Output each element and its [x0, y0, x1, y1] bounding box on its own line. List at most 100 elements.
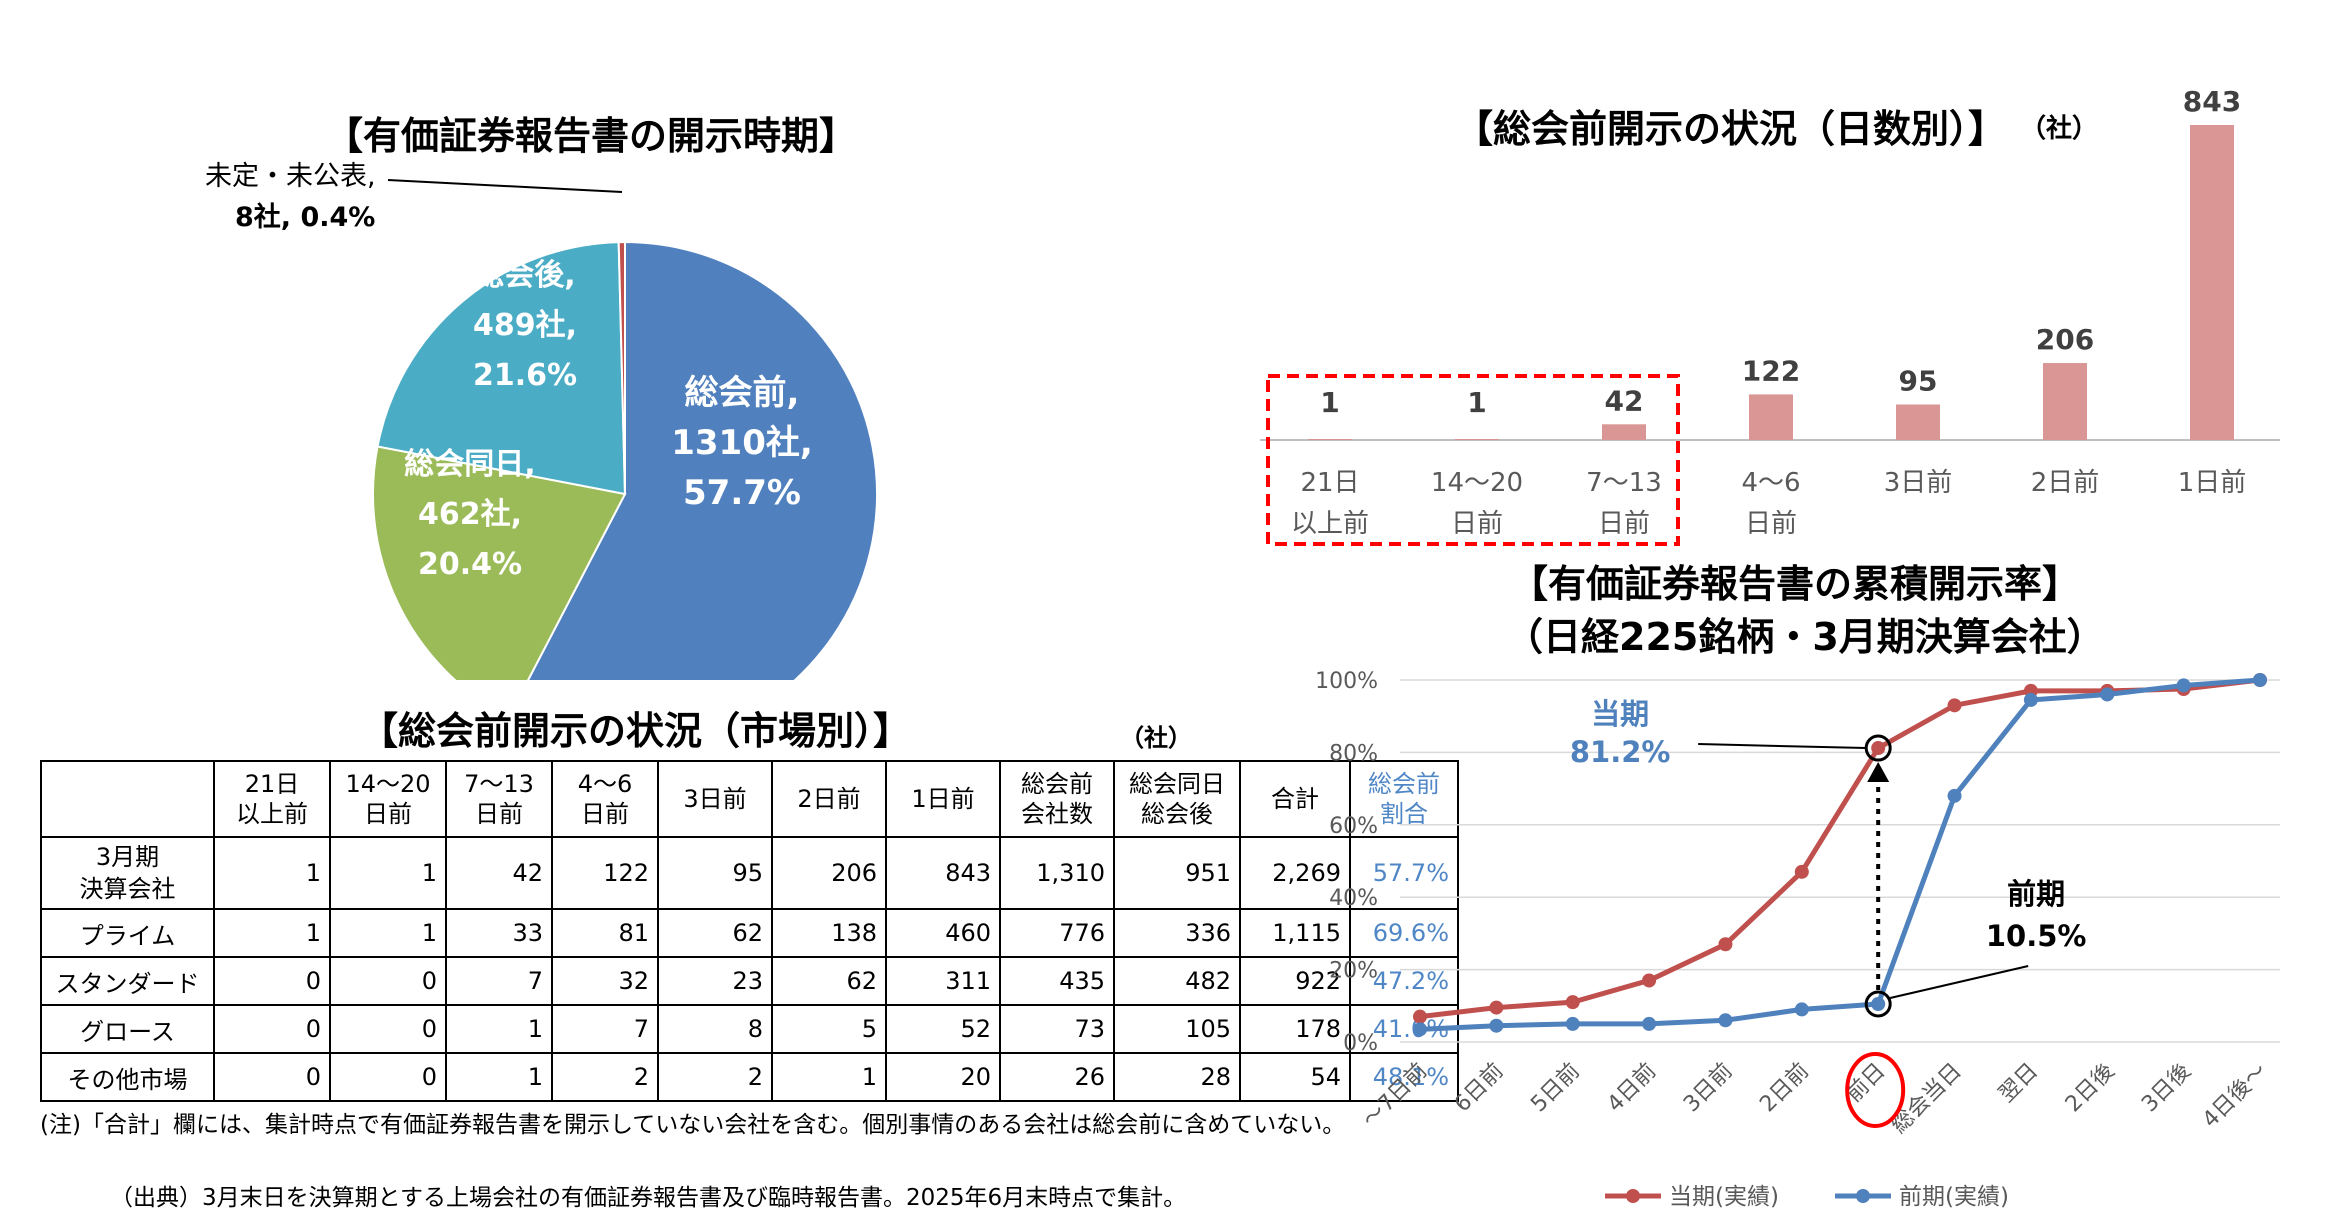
pie-label-text: 20.4%	[418, 547, 522, 582]
callout-previous-label: 前期	[2007, 877, 2065, 911]
table-cell: 776	[999, 908, 1115, 958]
table-cell: 0	[213, 1004, 331, 1054]
table-header-cell: 4〜6 日前	[551, 760, 659, 838]
table-cell: 311	[885, 956, 1001, 1006]
pie-label-undecided: 未定・未公表,	[205, 161, 376, 192]
bar-category-label: 1日前	[2178, 468, 2247, 498]
bar-category-label: 7〜13	[1586, 468, 1662, 498]
y-tick-label: 60%	[1329, 814, 1378, 839]
table-cell: 482	[1113, 956, 1241, 1006]
table-cell: 460	[885, 908, 1001, 958]
bar-unit: （社）	[2020, 114, 2099, 144]
table-cell: 138	[771, 908, 887, 958]
table-cell: 48.1%	[1349, 1052, 1459, 1102]
bar-5	[2043, 363, 2087, 440]
table-header-cell	[40, 760, 215, 838]
series-point	[2176, 678, 2191, 693]
table-cell: 95	[657, 836, 773, 910]
pie-label-text: 462社,	[418, 497, 522, 532]
y-tick-label: 40%	[1329, 886, 1378, 911]
table-cell: 178	[1239, 1004, 1351, 1054]
bar-value-label: 95	[1899, 365, 1938, 398]
table-row: グロース 0 0 1 7 8 5 52 73 105 178 41.0%	[40, 1004, 1459, 1054]
series-point	[1794, 864, 1809, 879]
x-tick-label: 6日前	[1450, 1059, 1509, 1118]
pie-label-same-day: 総会同日, 462社, 20.4%	[404, 447, 535, 582]
table-cell: 1	[329, 908, 447, 958]
series-line-0	[1419, 677, 2261, 1020]
table-cell: 206	[771, 836, 887, 910]
table-cell: 8	[657, 1004, 773, 1054]
series-point	[1718, 1013, 1733, 1028]
table-cell: 122	[551, 836, 659, 910]
line-subtitle: （日経225銘柄・3月期決算会社）	[1505, 615, 2105, 659]
table-cell: 1	[329, 836, 447, 910]
table-cell: 54	[1239, 1052, 1351, 1102]
table-header-row: 21日 以上前 14〜20 日前 7〜13 日前 4〜6 日前 3日前 2日前 1日前 総会前 会社数総…	[40, 760, 1459, 838]
bar-category-label: 14〜20	[1431, 468, 1523, 498]
series-point	[1718, 937, 1733, 952]
table-cell: 435	[999, 956, 1115, 1006]
pie-leader-line	[387, 179, 623, 193]
arrow-head	[1867, 762, 1890, 783]
table-cell: 69.6%	[1349, 908, 1459, 958]
table-header-cell: 3日前	[657, 760, 773, 838]
pie-label-undecided-value: 8社, 0.4%	[235, 201, 375, 233]
table-header-cell: 2日前	[771, 760, 887, 838]
series-point	[1642, 1016, 1657, 1031]
table-cell: 28	[1113, 1052, 1241, 1102]
source-note: （出典）3月末日を決算期とする上場会社の有価証券報告書及び臨時報告書。2025年…	[110, 1185, 1187, 1211]
series-point	[1642, 973, 1657, 988]
table-cell: 62	[657, 908, 773, 958]
table-cell: 7	[445, 956, 553, 1006]
callout-line-previous	[1889, 965, 2029, 999]
table-row-label: スタンダード	[40, 956, 215, 1006]
table-cell: 2	[657, 1052, 773, 1102]
table-cell: 0	[329, 1004, 447, 1054]
pie-label-text: 総会前,	[685, 373, 800, 413]
series-point	[1947, 698, 1962, 713]
y-tick-label: 0%	[1343, 1031, 1378, 1056]
pie-slice-after	[376, 241, 627, 496]
table-cell: 1	[213, 908, 331, 958]
table-cell: 26	[999, 1052, 1115, 1102]
x-tick-label: 〜7日前	[1358, 1059, 1432, 1133]
callout-previous-value: 10.5%	[1986, 919, 2087, 953]
legend-marker	[1626, 1189, 1640, 1203]
bar-category-label: 21日	[1300, 468, 1359, 498]
table-row-label: グロース	[40, 1004, 215, 1054]
highlight-circle	[1845, 1052, 1906, 1128]
table-row: 3月期 決算会社 1 1 42 122 95 206 843 1,310 951 2,269 57.7%	[40, 836, 1459, 910]
table-row-label: プライム	[40, 908, 215, 958]
bar-category-label: 2日前	[2031, 468, 2100, 498]
pie-slice-before	[526, 240, 878, 680]
table-header-cell: 14〜20 日前	[329, 760, 447, 838]
bar-category-label: 4〜6	[1741, 468, 1800, 498]
bar-category-label-2: 以上前	[1291, 509, 1369, 539]
callout-marker-current	[1864, 734, 1892, 762]
pie-title: 【有価証券報告書の開示時期】	[325, 114, 858, 158]
table-cell: 32	[551, 956, 659, 1006]
y-tick-label: 80%	[1329, 741, 1378, 766]
table-row: スタンダード 0 0 7 32 23 62 311 435 482 922 47.2%	[40, 956, 1459, 1006]
table-header-cell: 総会前 会社数	[999, 760, 1115, 838]
table-cell: 23	[657, 956, 773, 1006]
legend-label: 前期(実績)	[1899, 1184, 2009, 1210]
bar-title: 【総会前開示の状況（日数別）】	[1455, 107, 2007, 151]
table-cell: 1	[445, 1052, 553, 1102]
y-tick-label: 100%	[1315, 669, 1378, 694]
legend-label: 当期(実績)	[1669, 1184, 1779, 1210]
table-header-cell: 1日前	[885, 760, 1001, 838]
table-cell: 105	[1113, 1004, 1241, 1054]
bar-category-label-2: 日前	[1745, 509, 1797, 539]
x-tick-label: 3日後	[2137, 1059, 2196, 1118]
callout-current-label: 当期	[1591, 697, 1649, 731]
series-point	[1489, 1018, 1504, 1033]
table-cell: 922	[1239, 956, 1351, 1006]
table-cell: 843	[885, 836, 1001, 910]
bar-category-label: 3日前	[1884, 468, 1953, 498]
table-header-cell: 7〜13 日前	[445, 760, 553, 838]
table-cell: 0	[213, 1052, 331, 1102]
table-cell: 20	[885, 1052, 1001, 1102]
